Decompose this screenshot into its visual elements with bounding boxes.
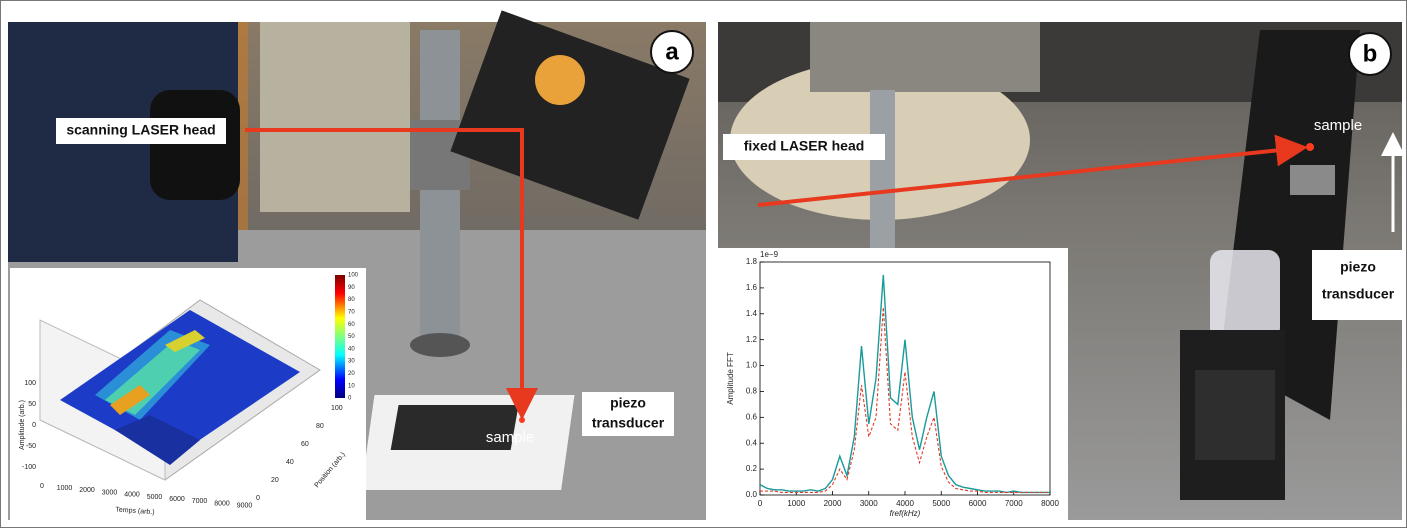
x-tick-label: 6000 — [169, 496, 185, 503]
y-tick-label: 1.0 — [746, 361, 758, 370]
annotation: scanning LASER head — [66, 122, 215, 138]
colorbar-tick-label: 70 — [348, 309, 355, 315]
x-tick-label: 4000 — [896, 499, 914, 508]
inset-fft-chart: 0.0 0.2 0.4 0.6 0.8 1.0 1.2 1.4 1.6 1.8 0 1000 2000 3… — [718, 248, 1068, 520]
y-tick-label: 40 — [286, 459, 294, 466]
y-tick-label: 1.8 — [746, 257, 758, 266]
x-tick-label: 8000 — [1041, 499, 1059, 508]
panel-label: a — [665, 38, 679, 65]
x-tick-label: 2000 — [824, 499, 842, 508]
x-tick-label: 9000 — [237, 503, 253, 510]
x-axis-label: fref(kHz) — [890, 509, 921, 518]
z-tick-label: -50 — [26, 443, 36, 450]
x-tick-label: 5000 — [147, 494, 163, 501]
inset-bg — [718, 248, 1068, 520]
colorbar-tick-label: 100 — [348, 273, 359, 279]
annotation: transducer — [1322, 286, 1395, 302]
y-tick-label: 0.2 — [746, 464, 758, 473]
x-tick-label: 8000 — [214, 500, 230, 507]
x-tick-label: 4000 — [124, 492, 140, 499]
annotation: piezo — [610, 395, 646, 411]
y-tick-label: 0.8 — [746, 387, 758, 396]
figure: a scanning LASER head sample piezo trans… — [0, 0, 1407, 528]
y-tick-label: 0.6 — [746, 412, 758, 421]
x-tick-label: 1000 — [787, 499, 805, 508]
z-axis-label: Amplitude (arb.) — [19, 400, 26, 450]
annotation: transducer — [592, 415, 665, 431]
x-tick-label: 1000 — [57, 485, 73, 492]
y-tick-label: 1.4 — [746, 309, 758, 318]
y-multiplier: 1e−9 — [760, 250, 779, 259]
y-tick-label: 100 — [331, 405, 343, 412]
annotation: sample — [1314, 117, 1362, 134]
y-axis-label: Amplitude FFT — [726, 352, 735, 405]
y-tick-label: 0.4 — [746, 438, 758, 447]
colorbar-tick-label: 10 — [348, 383, 355, 389]
y-tick-label: 60 — [301, 441, 309, 448]
colorbar-tick-label: 80 — [348, 297, 355, 303]
x-tick-label: 3000 — [102, 489, 118, 496]
y-tick-label: 0.0 — [746, 490, 758, 499]
x-tick-label: 2000 — [79, 487, 95, 494]
x-tick-label: 7000 — [192, 498, 208, 505]
x-tick-label: 3000 — [860, 499, 878, 508]
y-tick-label: 80 — [316, 423, 324, 430]
y-tick-label: 1.2 — [746, 335, 758, 344]
panel-label: b — [1363, 40, 1378, 67]
z-tick-label: -100 — [22, 464, 36, 471]
x-tick-label: 0 — [758, 499, 763, 508]
z-tick-label: 0 — [32, 422, 36, 429]
x-tick-label: 6000 — [969, 499, 987, 508]
colorbar — [335, 275, 345, 398]
colorbar-tick-label: 40 — [348, 346, 355, 352]
colorbar-tick-label: 30 — [348, 359, 355, 365]
x-tick-label: 7000 — [1005, 499, 1023, 508]
colorbar-tick-label: 60 — [348, 322, 355, 328]
z-tick-label: 100 — [24, 380, 36, 387]
y-tick-label: 20 — [271, 477, 279, 484]
y-tick-label: 1.6 — [746, 283, 758, 292]
annotation: fixed LASER head — [744, 138, 865, 154]
colorbar-tick-label: 20 — [348, 371, 355, 377]
annotation: piezo — [1340, 259, 1376, 275]
annotation: sample — [486, 429, 534, 446]
colorbar-tick-label: 90 — [348, 285, 355, 291]
x-tick-label: 5000 — [932, 499, 950, 508]
z-tick-label: 50 — [28, 401, 36, 408]
colorbar-tick-label: 50 — [348, 334, 355, 340]
x-tick-label: 0 — [40, 483, 44, 490]
y-tick-label: 0 — [256, 495, 260, 502]
